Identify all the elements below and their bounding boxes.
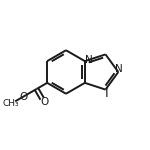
Text: N: N	[85, 55, 92, 65]
Text: I: I	[105, 87, 109, 100]
Text: N: N	[115, 64, 123, 74]
Text: O: O	[19, 92, 27, 102]
Text: O: O	[40, 97, 48, 107]
Text: CH₃: CH₃	[3, 99, 20, 108]
